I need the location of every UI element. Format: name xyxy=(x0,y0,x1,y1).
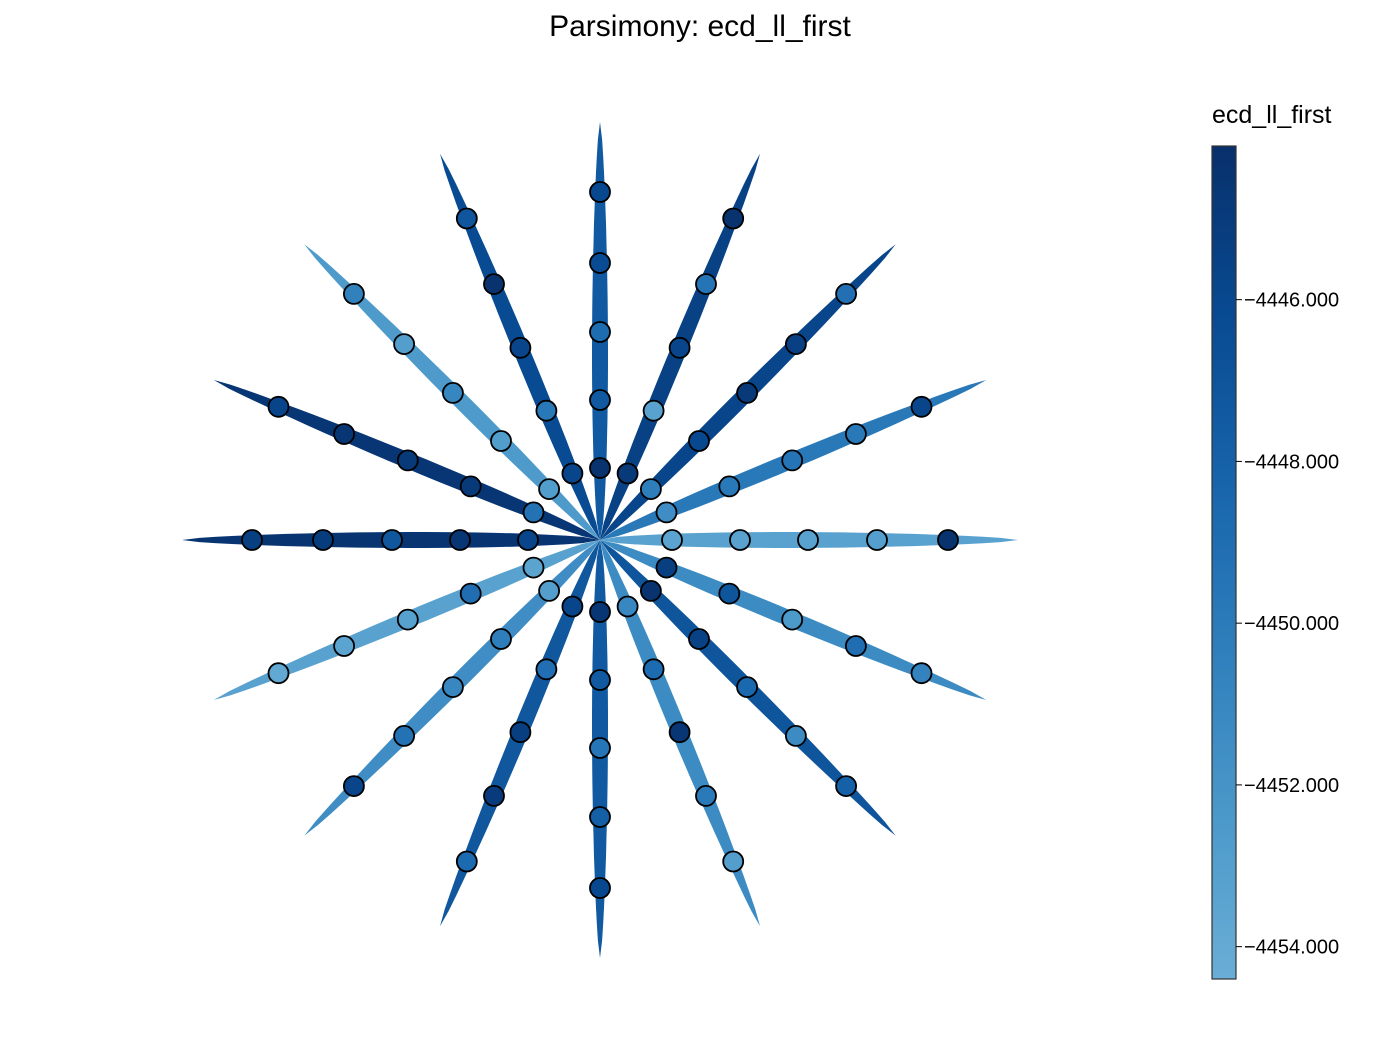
data-point xyxy=(312,529,334,551)
data-point xyxy=(589,737,611,759)
colorbar-tick-label: −4450.000 xyxy=(1244,613,1339,635)
data-point xyxy=(455,207,478,230)
data-point xyxy=(483,273,505,296)
data-point xyxy=(729,529,751,551)
data-point xyxy=(640,580,662,602)
data-point xyxy=(517,529,539,551)
data-point xyxy=(396,608,419,631)
data-point xyxy=(561,462,584,485)
data-point xyxy=(736,381,758,404)
data-point xyxy=(441,676,464,698)
data-point xyxy=(267,662,290,685)
colorbar-gradient xyxy=(1211,145,1237,980)
data-point xyxy=(718,475,741,498)
data-point xyxy=(785,725,807,747)
data-point xyxy=(589,252,611,274)
data-point xyxy=(910,662,933,685)
data-point xyxy=(937,529,959,551)
data-point xyxy=(589,321,611,343)
data-point xyxy=(381,529,403,551)
data-point xyxy=(835,282,857,305)
data-point xyxy=(781,449,804,472)
data-point xyxy=(490,628,512,650)
colorbar: −4446.000 −4448.000 −4450.000 −4452.000 −445… xyxy=(1211,145,1339,980)
data-point xyxy=(640,478,662,501)
data-point xyxy=(342,775,365,797)
data-point xyxy=(455,850,478,873)
data-point xyxy=(333,635,356,657)
data-point xyxy=(688,628,710,650)
data-point xyxy=(509,721,532,744)
data-point xyxy=(655,501,678,524)
data-point xyxy=(589,389,611,411)
data-point xyxy=(333,423,356,445)
data-point xyxy=(695,273,717,296)
data-point xyxy=(393,333,416,356)
data-point xyxy=(736,676,758,698)
data-point xyxy=(589,877,611,899)
data-point xyxy=(589,181,611,203)
data-point xyxy=(722,850,745,873)
data-point xyxy=(522,556,545,579)
data-point xyxy=(241,529,263,551)
data-point xyxy=(668,336,691,359)
data-point xyxy=(616,595,639,618)
data-point xyxy=(449,529,471,551)
data-point xyxy=(661,529,683,551)
data-point xyxy=(459,475,482,498)
data-point xyxy=(589,669,611,691)
data-point xyxy=(441,381,464,404)
colorbar-tick-label: −4446.000 xyxy=(1244,290,1339,312)
chart-title: Parsimony: ecd_ll_first xyxy=(549,10,851,43)
data-point xyxy=(722,207,745,230)
data-point xyxy=(267,395,290,418)
data-point xyxy=(866,529,888,551)
data-point xyxy=(561,595,584,618)
colorbar-title: ecd_ll_first xyxy=(1212,101,1332,129)
data-point xyxy=(509,336,532,359)
data-point xyxy=(642,658,665,681)
data-point xyxy=(781,608,804,631)
data-point xyxy=(668,721,691,744)
data-point xyxy=(393,725,416,747)
colorbar-tick-label: −4452.000 xyxy=(1244,775,1339,797)
point-layer xyxy=(241,181,959,899)
branch-layer xyxy=(182,122,1018,958)
data-point xyxy=(342,282,365,305)
data-point xyxy=(655,556,678,579)
data-point xyxy=(490,430,512,452)
data-point xyxy=(642,399,665,422)
data-point xyxy=(845,635,867,657)
data-point xyxy=(688,430,710,452)
data-point xyxy=(589,457,611,479)
data-point xyxy=(785,333,807,356)
colorbar-tick-label: −4448.000 xyxy=(1244,451,1339,473)
data-point xyxy=(797,529,819,551)
data-point xyxy=(538,580,560,602)
data-point xyxy=(522,501,545,524)
data-point xyxy=(396,449,419,472)
data-point xyxy=(835,775,857,797)
data-point xyxy=(589,806,611,828)
data-point xyxy=(695,785,717,807)
data-point xyxy=(589,601,611,623)
data-point xyxy=(910,395,933,418)
data-point xyxy=(538,478,560,501)
data-point xyxy=(535,399,558,422)
data-point xyxy=(845,423,867,445)
colorbar-tick-label: −4454.000 xyxy=(1244,937,1339,959)
data-point xyxy=(459,582,482,605)
data-point xyxy=(616,462,639,485)
data-point xyxy=(535,658,558,681)
data-point xyxy=(718,582,741,605)
data-point xyxy=(483,785,505,807)
